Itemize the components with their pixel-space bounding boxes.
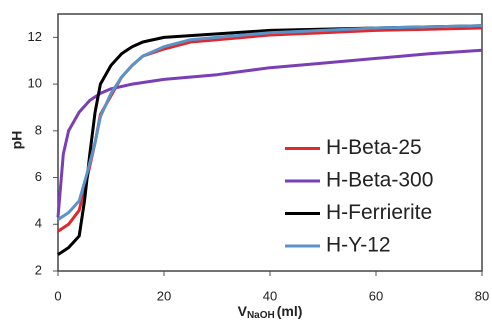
- y-tick-label: 2: [35, 262, 42, 277]
- y-tick-label: 6: [35, 169, 42, 184]
- legend-label: H-Ferrierite: [326, 201, 432, 224]
- series-line: [57, 24, 483, 221]
- legend-label: H-Beta-300: [326, 169, 433, 192]
- x-axis-label: VNaOH (ml): [238, 303, 303, 321]
- series-line: [56, 48, 483, 218]
- legend-label: H-Y-12: [326, 234, 391, 257]
- x-tick-label: 20: [157, 288, 171, 303]
- y-axis-label: pH: [9, 131, 25, 150]
- x-label-unit: (ml): [277, 303, 303, 319]
- plot-frame: [57, 13, 483, 272]
- x-tick-label: 80: [475, 288, 489, 303]
- series-line: [57, 24, 483, 256]
- y-tick-label: 10: [28, 76, 42, 91]
- x-label-main: V: [238, 303, 248, 319]
- x-tick-label: 60: [369, 288, 383, 303]
- x-tick-label: 40: [263, 288, 277, 303]
- x-label-sub: NaOH: [247, 310, 275, 321]
- y-tick-label: 4: [35, 216, 42, 231]
- y-tick-label: 12: [28, 29, 42, 44]
- y-tick-label: 8: [35, 122, 42, 137]
- legend-label: H-Beta-25: [326, 136, 422, 159]
- x-tick-label: 0: [54, 288, 61, 303]
